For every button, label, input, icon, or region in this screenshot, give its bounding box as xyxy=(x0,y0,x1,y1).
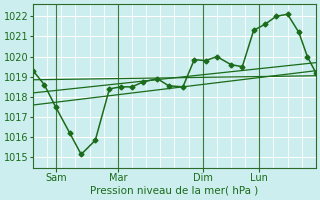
X-axis label: Pression niveau de la mer( hPa ): Pression niveau de la mer( hPa ) xyxy=(90,186,259,196)
